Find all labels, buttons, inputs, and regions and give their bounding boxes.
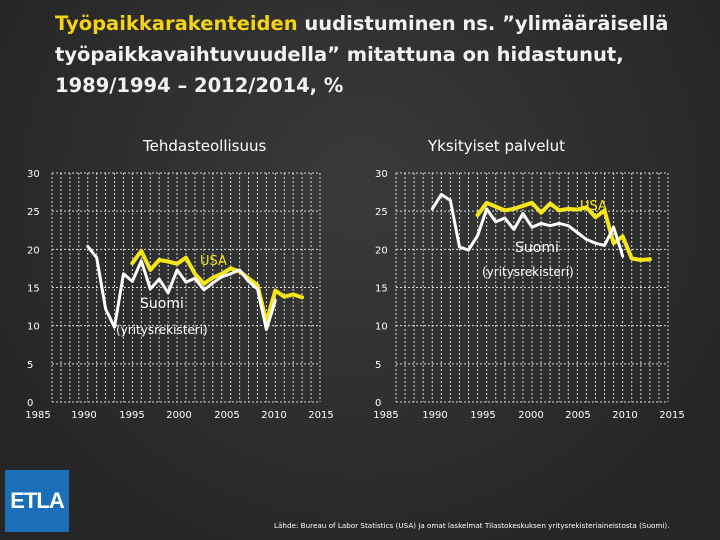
chart-title-yksityiset-palvelut: Yksityiset palvelut: [428, 137, 565, 155]
chart-0-ytick-0: 0: [27, 398, 33, 409]
chart-0-label-suomi-sub: (yritysrekisteri): [116, 323, 208, 337]
chart-0-ytick-25: 25: [27, 207, 40, 218]
chart-1-xtick-2010: 2010: [612, 410, 637, 421]
source-note: Lähde: Bureau of Labor Statistics (USA) …: [274, 521, 670, 530]
chart-0-label-usa: USA: [200, 254, 227, 269]
chart-1-label-suomi-sub: (yritysrekisteri): [482, 265, 574, 279]
chart-1-xtick-2005: 2005: [565, 410, 590, 421]
chart-0-ytick-20: 20: [27, 245, 40, 256]
chart-0-ytick-10: 10: [27, 322, 40, 333]
chart-0-series-usa-line: [130, 248, 305, 324]
chart-1-xtick-1990: 1990: [422, 410, 447, 421]
title-highlight: Työpaikkarakenteiden: [55, 12, 298, 35]
chart-1-xtick-2000: 2000: [518, 410, 543, 421]
chart-1-xtick-1995: 1995: [470, 410, 495, 421]
chart-1-series-suomi-line: [430, 192, 625, 258]
chart-1-ytick-0: 0: [375, 398, 381, 409]
chart-1-label-suomi: Suomi: [515, 240, 559, 256]
chart-1-ytick-25: 25: [375, 207, 388, 218]
chart-0-series-suomi-line: [86, 244, 277, 331]
chart-0-label-suomi: Suomi: [140, 296, 184, 312]
chart-1-xtick-1985: 1985: [373, 410, 398, 421]
chart-1-xtick-2015: 2015: [659, 410, 684, 421]
chart-1-ytick-30: 30: [375, 169, 388, 180]
chart-1-ytick-20: 20: [375, 245, 388, 256]
chart-0-xtick-2010: 2010: [261, 410, 286, 421]
chart-0-ytick-15: 15: [27, 284, 40, 295]
chart-0-ytick-30: 30: [27, 169, 40, 180]
chart-1-ytick-5: 5: [375, 360, 381, 371]
chart-0-ytick-5: 5: [27, 360, 33, 371]
chart-1-series-usa-line: [475, 200, 652, 262]
chart-title-tehdasteollisuus: Tehdasteollisuus: [143, 137, 267, 155]
chart-0-xtick-1985: 1985: [25, 410, 50, 421]
chart-0-xtick-2000: 2000: [166, 410, 191, 421]
etla-logo: ETLA: [5, 470, 69, 532]
chart-1-ytick-15: 15: [375, 284, 388, 295]
title-rest: uudistuminen ns. ”ylimääräisellä työpaik…: [55, 12, 669, 97]
chart-1-ytick-10: 10: [375, 322, 388, 333]
chart-0-xtick-1990: 1990: [71, 410, 96, 421]
chart-0-xtick-2005: 2005: [214, 410, 239, 421]
chart-0-xtick-2015: 2015: [308, 410, 333, 421]
slide-title: Työpaikkarakenteiden uudistuminen ns. ”y…: [55, 8, 695, 101]
chart-1-label-usa: USA: [580, 199, 607, 214]
chart-0-xtick-1995: 1995: [119, 410, 144, 421]
